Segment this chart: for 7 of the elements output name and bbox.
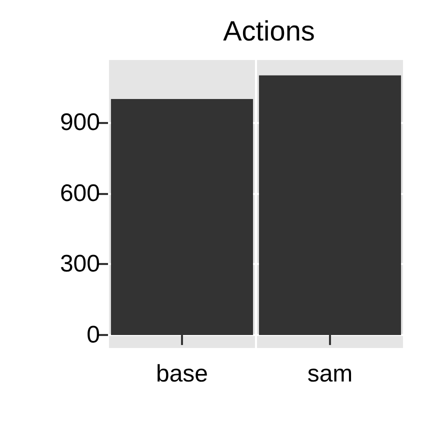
y-tick-label: 600 xyxy=(60,180,100,207)
x-tick-label: sam xyxy=(307,360,353,388)
x-tick-label: base xyxy=(156,360,208,388)
y-tick-label: 0 xyxy=(86,322,100,349)
y-tick-label: 300 xyxy=(60,250,100,278)
y-tick-label: 900 xyxy=(60,109,100,136)
chart-title: Actions xyxy=(223,16,315,46)
